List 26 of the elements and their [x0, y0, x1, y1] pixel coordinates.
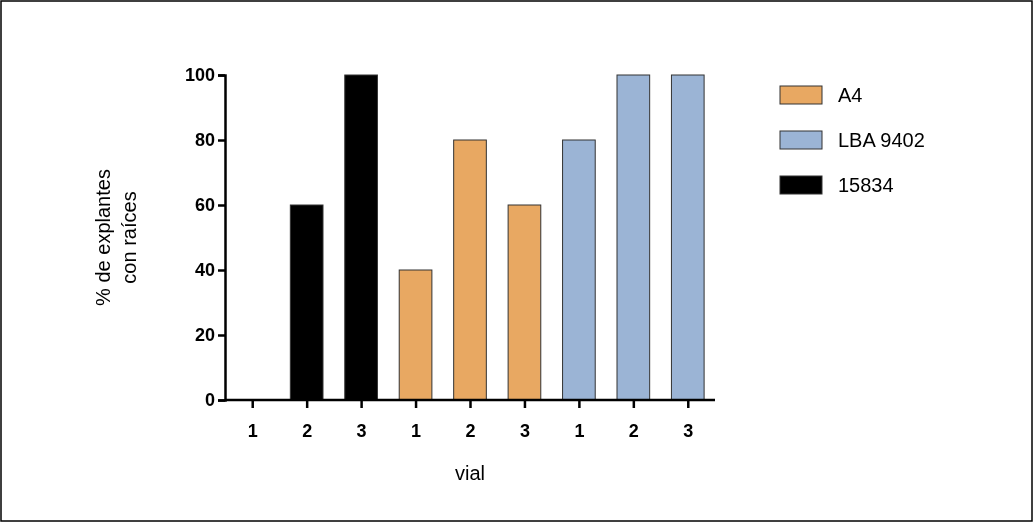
x-tick-label: 2 — [465, 420, 476, 441]
bar — [670, 74, 705, 401]
y-axis-title: % de explantes con raíces — [92, 169, 140, 306]
bar — [507, 204, 542, 401]
y-tick-label: 0 — [204, 390, 215, 411]
y-tick-label: 20 — [194, 325, 215, 346]
y-tick-label: 100 — [184, 65, 215, 86]
bar — [562, 139, 596, 401]
y-tick-label: 80 — [194, 130, 215, 151]
bar — [616, 74, 651, 401]
x-tick-label: 3 — [683, 420, 694, 441]
legend-label: 15834 — [838, 174, 894, 196]
x-tick-label: 2 — [628, 420, 639, 441]
x-tick-label: 2 — [302, 420, 313, 441]
x-tick-label: 1 — [247, 420, 258, 441]
y-tick-label: 40 — [194, 260, 215, 281]
legend-label: LBA 9402 — [838, 129, 925, 151]
bar — [453, 139, 487, 401]
legend-label: A4 — [838, 84, 863, 106]
x-tick-label: 1 — [574, 420, 585, 441]
y-tick-label: 60 — [194, 195, 215, 216]
x-tick-label: 3 — [519, 420, 530, 441]
x-axis-title: vial — [454, 462, 486, 484]
bar — [398, 269, 433, 401]
x-tick-label: 3 — [356, 420, 367, 441]
x-tick-label: 1 — [411, 420, 422, 441]
